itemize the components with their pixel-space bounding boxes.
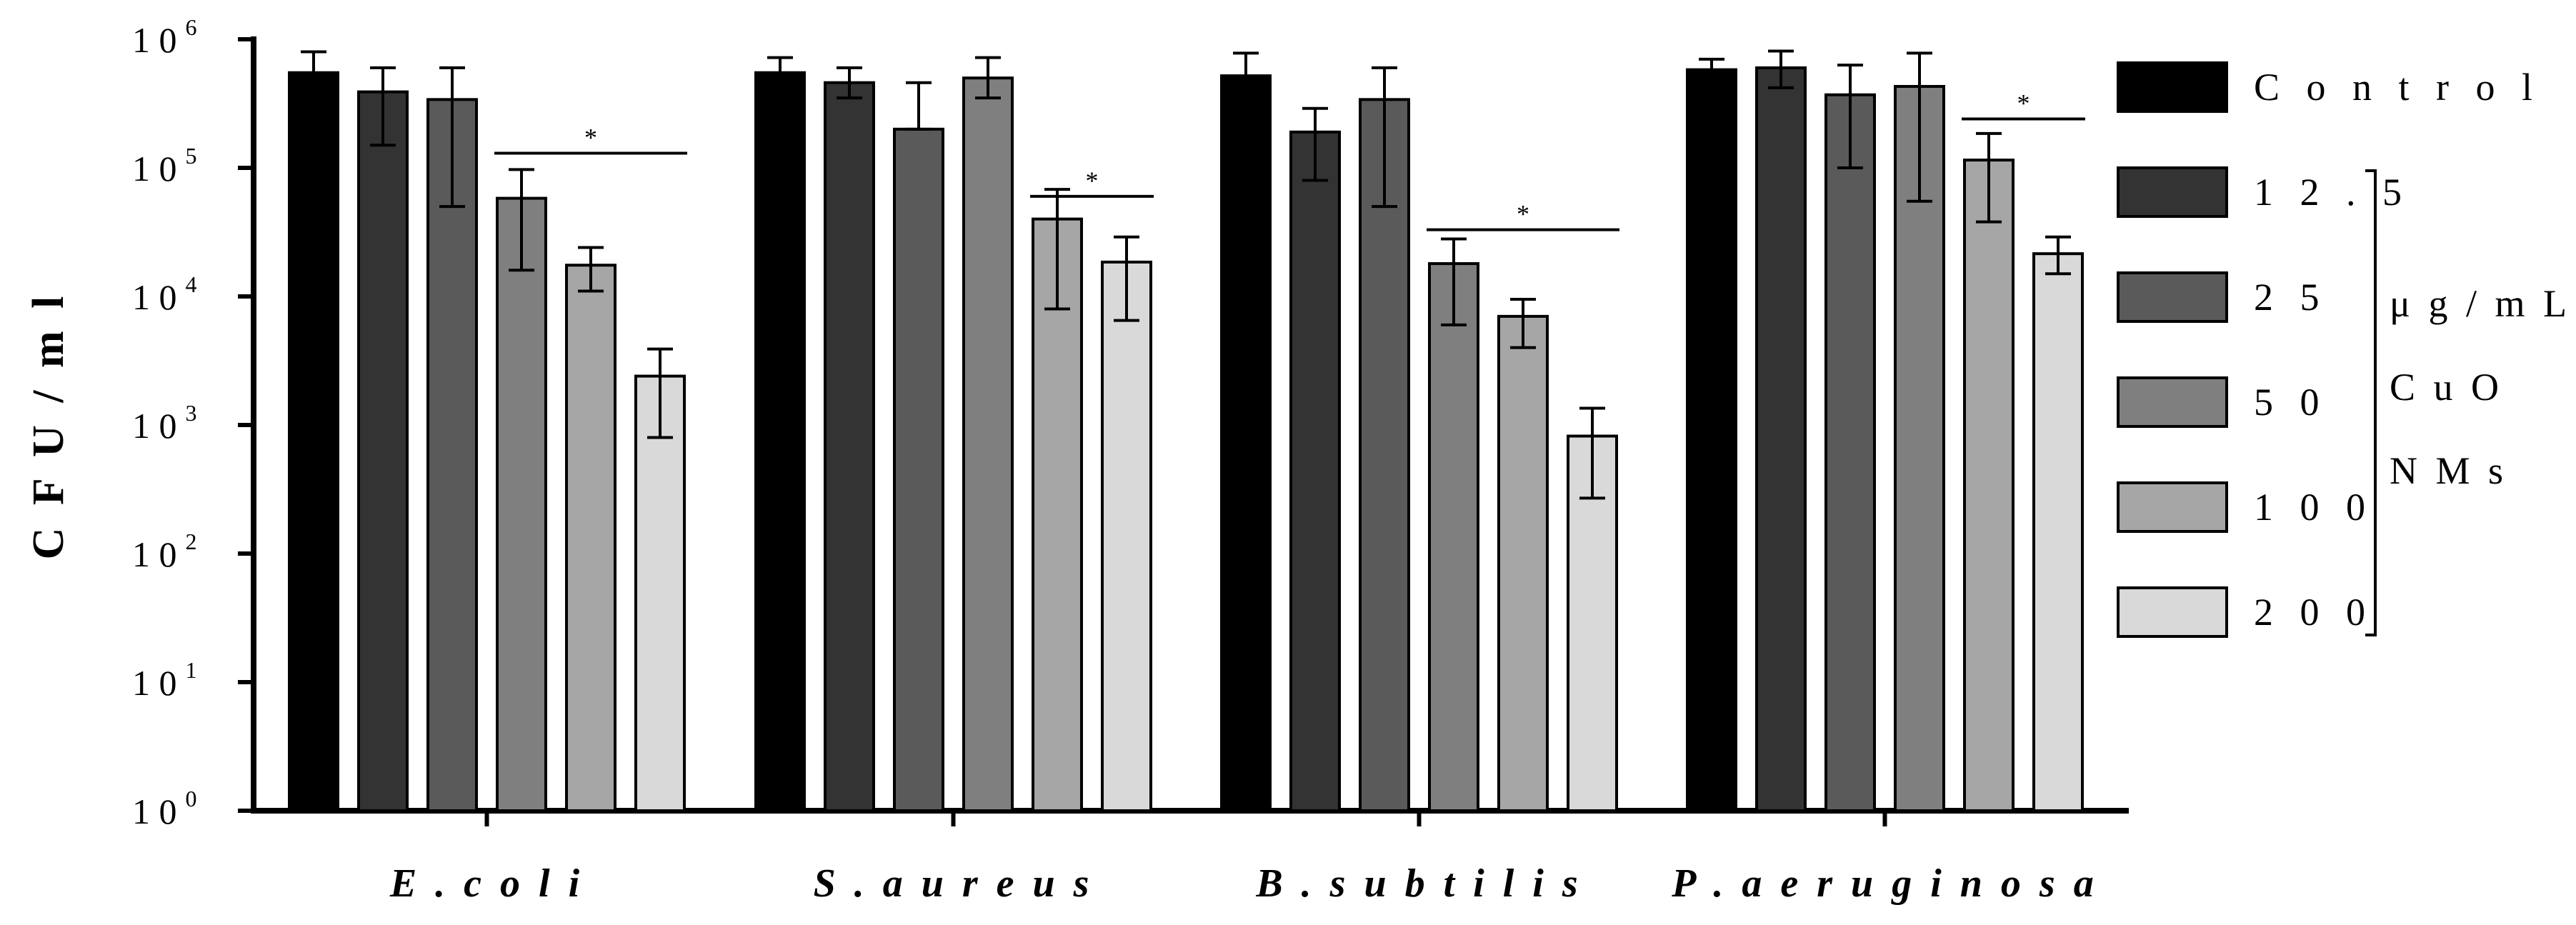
y-axis-label: C F U / m l bbox=[24, 291, 73, 560]
x-category-label: B . s u b t i l i s bbox=[1255, 861, 1582, 906]
legend: C o n t r o l 1 2 . 5 2 5 5 0 1 0 0 2 0 0 μ g … bbox=[2117, 61, 2571, 638]
legend-swatch-50 bbox=[2117, 376, 2228, 428]
y-tick-label: 1 0 3 bbox=[132, 400, 197, 446]
y-tick-base: 1 0 bbox=[132, 20, 177, 60]
x-category-label: S . a u r e u s bbox=[814, 861, 1094, 906]
bar-100-P.aeruginosa bbox=[1963, 159, 2015, 812]
legend-swatch-12.5 bbox=[2117, 166, 2228, 218]
y-tick-label: 1 0 0 bbox=[132, 786, 197, 831]
y-tick-base: 1 0 bbox=[132, 406, 177, 446]
bar-25-S.aureus bbox=[893, 127, 944, 813]
y-tick-exponent: 1 bbox=[186, 657, 197, 683]
legend-bracket-text: C u O bbox=[2390, 366, 2503, 409]
legend-label-50: 5 0 bbox=[2254, 381, 2328, 424]
significance-star: * bbox=[584, 123, 597, 151]
bar-12.5-P.aeruginosa bbox=[1755, 66, 1807, 813]
y-tick-exponent: 5 bbox=[186, 143, 197, 169]
y-tick-exponent: 3 bbox=[186, 400, 197, 426]
bar-Control-P.aeruginosa bbox=[1686, 68, 1737, 812]
bars bbox=[288, 66, 2084, 813]
bar-Control-S.aureus bbox=[754, 71, 806, 812]
bar-25-P.aeruginosa bbox=[1824, 93, 1876, 812]
bar-50-B.subtilis bbox=[1428, 262, 1479, 812]
legend-swatch-Control bbox=[2117, 61, 2228, 113]
bar-200-E.coli bbox=[634, 374, 686, 812]
y-tick-base: 1 0 bbox=[132, 277, 177, 317]
bar-200-S.aureus bbox=[1101, 260, 1152, 812]
y-tick-label: 1 0 1 bbox=[132, 657, 197, 703]
bar-Control-B.subtilis bbox=[1220, 74, 1272, 813]
bar-12.5-E.coli bbox=[357, 90, 409, 812]
legend-label-Control: C o n t r o l bbox=[2254, 66, 2541, 109]
bar-25-B.subtilis bbox=[1359, 98, 1410, 812]
bar-25-E.coli bbox=[426, 98, 478, 812]
legend-swatch-200 bbox=[2117, 586, 2228, 638]
significance-star: * bbox=[1517, 200, 1529, 229]
bar-50-P.aeruginosa bbox=[1894, 84, 1945, 812]
legend-label-25: 2 5 bbox=[2254, 276, 2328, 319]
bar-12.5-B.subtilis bbox=[1289, 130, 1341, 813]
y-tick-label: 1 0 5 bbox=[132, 143, 197, 189]
bar-50-S.aureus bbox=[962, 76, 1014, 812]
y-tick-exponent: 4 bbox=[186, 271, 197, 297]
x-category-label: P . a e r u g i n o s a bbox=[1671, 861, 2097, 906]
bar-Control-E.coli bbox=[288, 71, 339, 812]
significance-markers: * * * * bbox=[494, 89, 2085, 231]
legend-label-200: 2 0 0 bbox=[2254, 591, 2374, 634]
significance-star: * bbox=[2017, 89, 2030, 118]
y-tick-exponent: 0 bbox=[186, 786, 197, 811]
y-tick-base: 1 0 bbox=[132, 663, 177, 703]
y-tick-base: 1 0 bbox=[132, 791, 177, 831]
bar-100-E.coli bbox=[565, 264, 616, 812]
y-tick-exponent: 6 bbox=[186, 14, 197, 40]
legend-swatch-100 bbox=[2117, 481, 2228, 533]
y-tick-exponent: 2 bbox=[186, 529, 197, 554]
y-tick-base: 1 0 bbox=[132, 149, 177, 189]
legend-label-100: 1 0 0 bbox=[2254, 486, 2374, 529]
significance-star: * bbox=[1086, 166, 1099, 195]
bar-50-E.coli bbox=[496, 196, 547, 812]
bar-100-B.subtilis bbox=[1497, 314, 1549, 813]
y-tick-label: 1 0 4 bbox=[132, 271, 197, 317]
x-category-label: E . c o l i bbox=[389, 861, 584, 906]
bar-12.5-S.aureus bbox=[824, 81, 875, 812]
bar-100-S.aureus bbox=[1032, 217, 1083, 812]
legend-swatch-25 bbox=[2117, 271, 2228, 323]
legend-bracket bbox=[2365, 169, 2377, 636]
y-tick-base: 1 0 bbox=[132, 534, 177, 574]
legend-bracket-text: N M s bbox=[2390, 449, 2507, 492]
axes: 1 0 0 1 0 1 1 0 2 1 0 3 1 0 4 1 0 5 1 0 6 C F U / m l E… bbox=[24, 14, 2129, 906]
legend-bracket-text: μ g / m L bbox=[2390, 282, 2571, 325]
error-bars bbox=[301, 49, 2071, 500]
legend-label-12.5: 1 2 . 5 bbox=[2254, 171, 2410, 214]
bar-200-P.aeruginosa bbox=[2032, 252, 2084, 812]
y-tick-label: 1 0 6 bbox=[132, 14, 197, 60]
y-tick-label: 1 0 2 bbox=[132, 529, 197, 574]
